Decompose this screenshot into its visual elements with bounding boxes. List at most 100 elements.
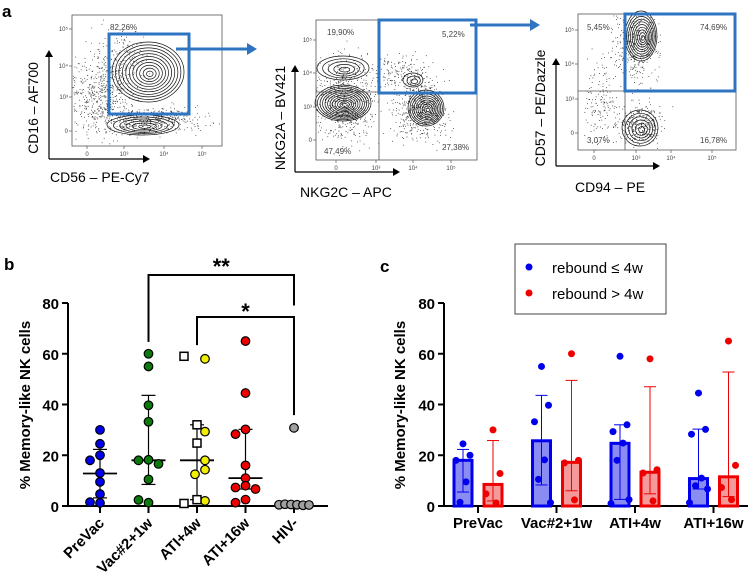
event-dot [380,110,382,112]
event-dot [414,75,415,76]
event-dot [100,91,101,92]
event-dot [76,111,78,112]
event-dot [419,137,421,139]
event-dot [361,77,362,79]
event-dot [184,121,186,123]
event-dot [650,123,652,125]
event-dot [73,75,74,77]
event-dot [599,91,601,93]
event-dot [620,54,622,56]
event-dot [350,121,352,123]
event-dot [387,54,388,56]
event-dot [131,125,132,127]
event-dot [606,78,608,80]
event-dot [409,111,410,113]
event-dots [72,19,220,145]
event-dot [122,73,124,75]
event-dot [121,36,122,37]
event-dot [137,63,139,65]
event-dot [604,101,605,103]
event-dot [395,115,397,116]
event-dot [648,43,650,45]
event-dot [87,91,89,93]
event-dot [111,50,113,51]
event-dot [117,85,119,87]
event-dot [350,120,352,122]
event-dot [333,106,335,108]
event-dot [113,140,114,142]
event-dot [122,31,123,32]
event-dot [596,62,598,64]
event-dot [606,67,607,68]
event-dot [420,101,422,102]
event-dot [141,123,142,125]
event-dot [341,134,342,135]
event-dot [629,121,630,123]
event-dot [329,132,331,134]
event-dot [136,44,138,45]
event-dot [129,126,130,128]
event-dot [617,127,619,128]
event-dot [594,112,595,113]
event-dot [419,77,420,79]
data-point [190,469,200,480]
data-point [492,499,500,507]
event-dot [98,76,100,78]
event-dot [633,56,634,58]
event-dot [632,23,634,24]
event-dot [648,76,650,77]
event-dot [87,75,89,76]
event-dot [591,48,593,50]
event-dot [366,121,368,123]
event-dot [407,79,408,81]
event-dot [640,66,642,68]
event-dot [648,53,650,55]
event-dot [172,111,174,113]
event-dot [340,94,342,96]
event-dot [434,102,436,104]
event-dot [105,56,107,57]
event-dot [419,98,420,100]
event-dot [346,72,348,74]
event-dot [654,130,655,131]
event-dot [99,53,101,54]
event-dot [588,92,590,93]
x-tick-label: ATI+16w [683,515,743,532]
event-dot [107,112,108,113]
event-dot [403,138,404,139]
event-dot [426,102,428,104]
event-dot [610,101,612,103]
event-dot [106,108,107,110]
event-dot [101,85,103,87]
event-dot [420,74,422,76]
event-dot [132,45,133,47]
event-dot [102,73,104,75]
event-dot [129,125,131,127]
event-dot [410,64,411,65]
event-dot [636,16,637,17]
event-dot [650,32,651,33]
event-dot [611,50,613,52]
event-dot [383,63,385,65]
event-dot [342,126,344,128]
event-dot [597,105,598,106]
event-dot [657,52,659,54]
event-dot [421,99,423,101]
event-dot [634,58,635,59]
event-dot [426,76,427,78]
event-dot [648,115,650,116]
event-dot [623,130,625,132]
event-dot [120,82,122,84]
event-dot [425,55,427,57]
event-dot [151,124,153,126]
event-dot [120,96,122,98]
event-dot [333,135,335,137]
event-dot [92,116,93,117]
event-dot [363,88,365,90]
event-dot [134,130,135,132]
event-dot [93,87,95,88]
event-dot [389,80,391,81]
event-dot [629,40,631,42]
event-dot [626,134,628,135]
